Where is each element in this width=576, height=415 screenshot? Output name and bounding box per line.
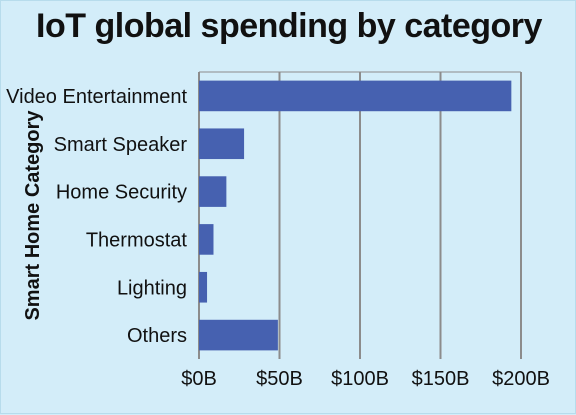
chart-title: IoT global spending by category: [36, 7, 542, 45]
category-label: Smart Speaker: [54, 134, 188, 156]
bar: [199, 128, 245, 160]
x-tick-label: $0B: [181, 368, 217, 390]
bar: [199, 319, 278, 351]
labels: $0B $50B $100B $150B $200B Video Entertainmen…: [6, 86, 550, 390]
category-label: Video Entertainment: [6, 86, 187, 108]
category-label: Thermostat: [86, 229, 188, 251]
category-label: Others: [127, 325, 187, 347]
bar: [199, 176, 227, 207]
x-tick-label: $200B: [492, 368, 550, 390]
bar: [199, 271, 208, 303]
category-label: Lighting: [117, 277, 187, 299]
bars: [199, 80, 512, 351]
x-tick-label: $50B: [256, 368, 303, 390]
bar: [199, 80, 512, 112]
gridlines: [198, 71, 522, 359]
y-axis-title: Smart Home Category: [22, 110, 44, 321]
bar: [199, 224, 214, 255]
x-tick-label: $100B: [331, 368, 389, 390]
x-tick-label: $150B: [412, 368, 470, 390]
category-label: Home Security: [56, 182, 187, 204]
